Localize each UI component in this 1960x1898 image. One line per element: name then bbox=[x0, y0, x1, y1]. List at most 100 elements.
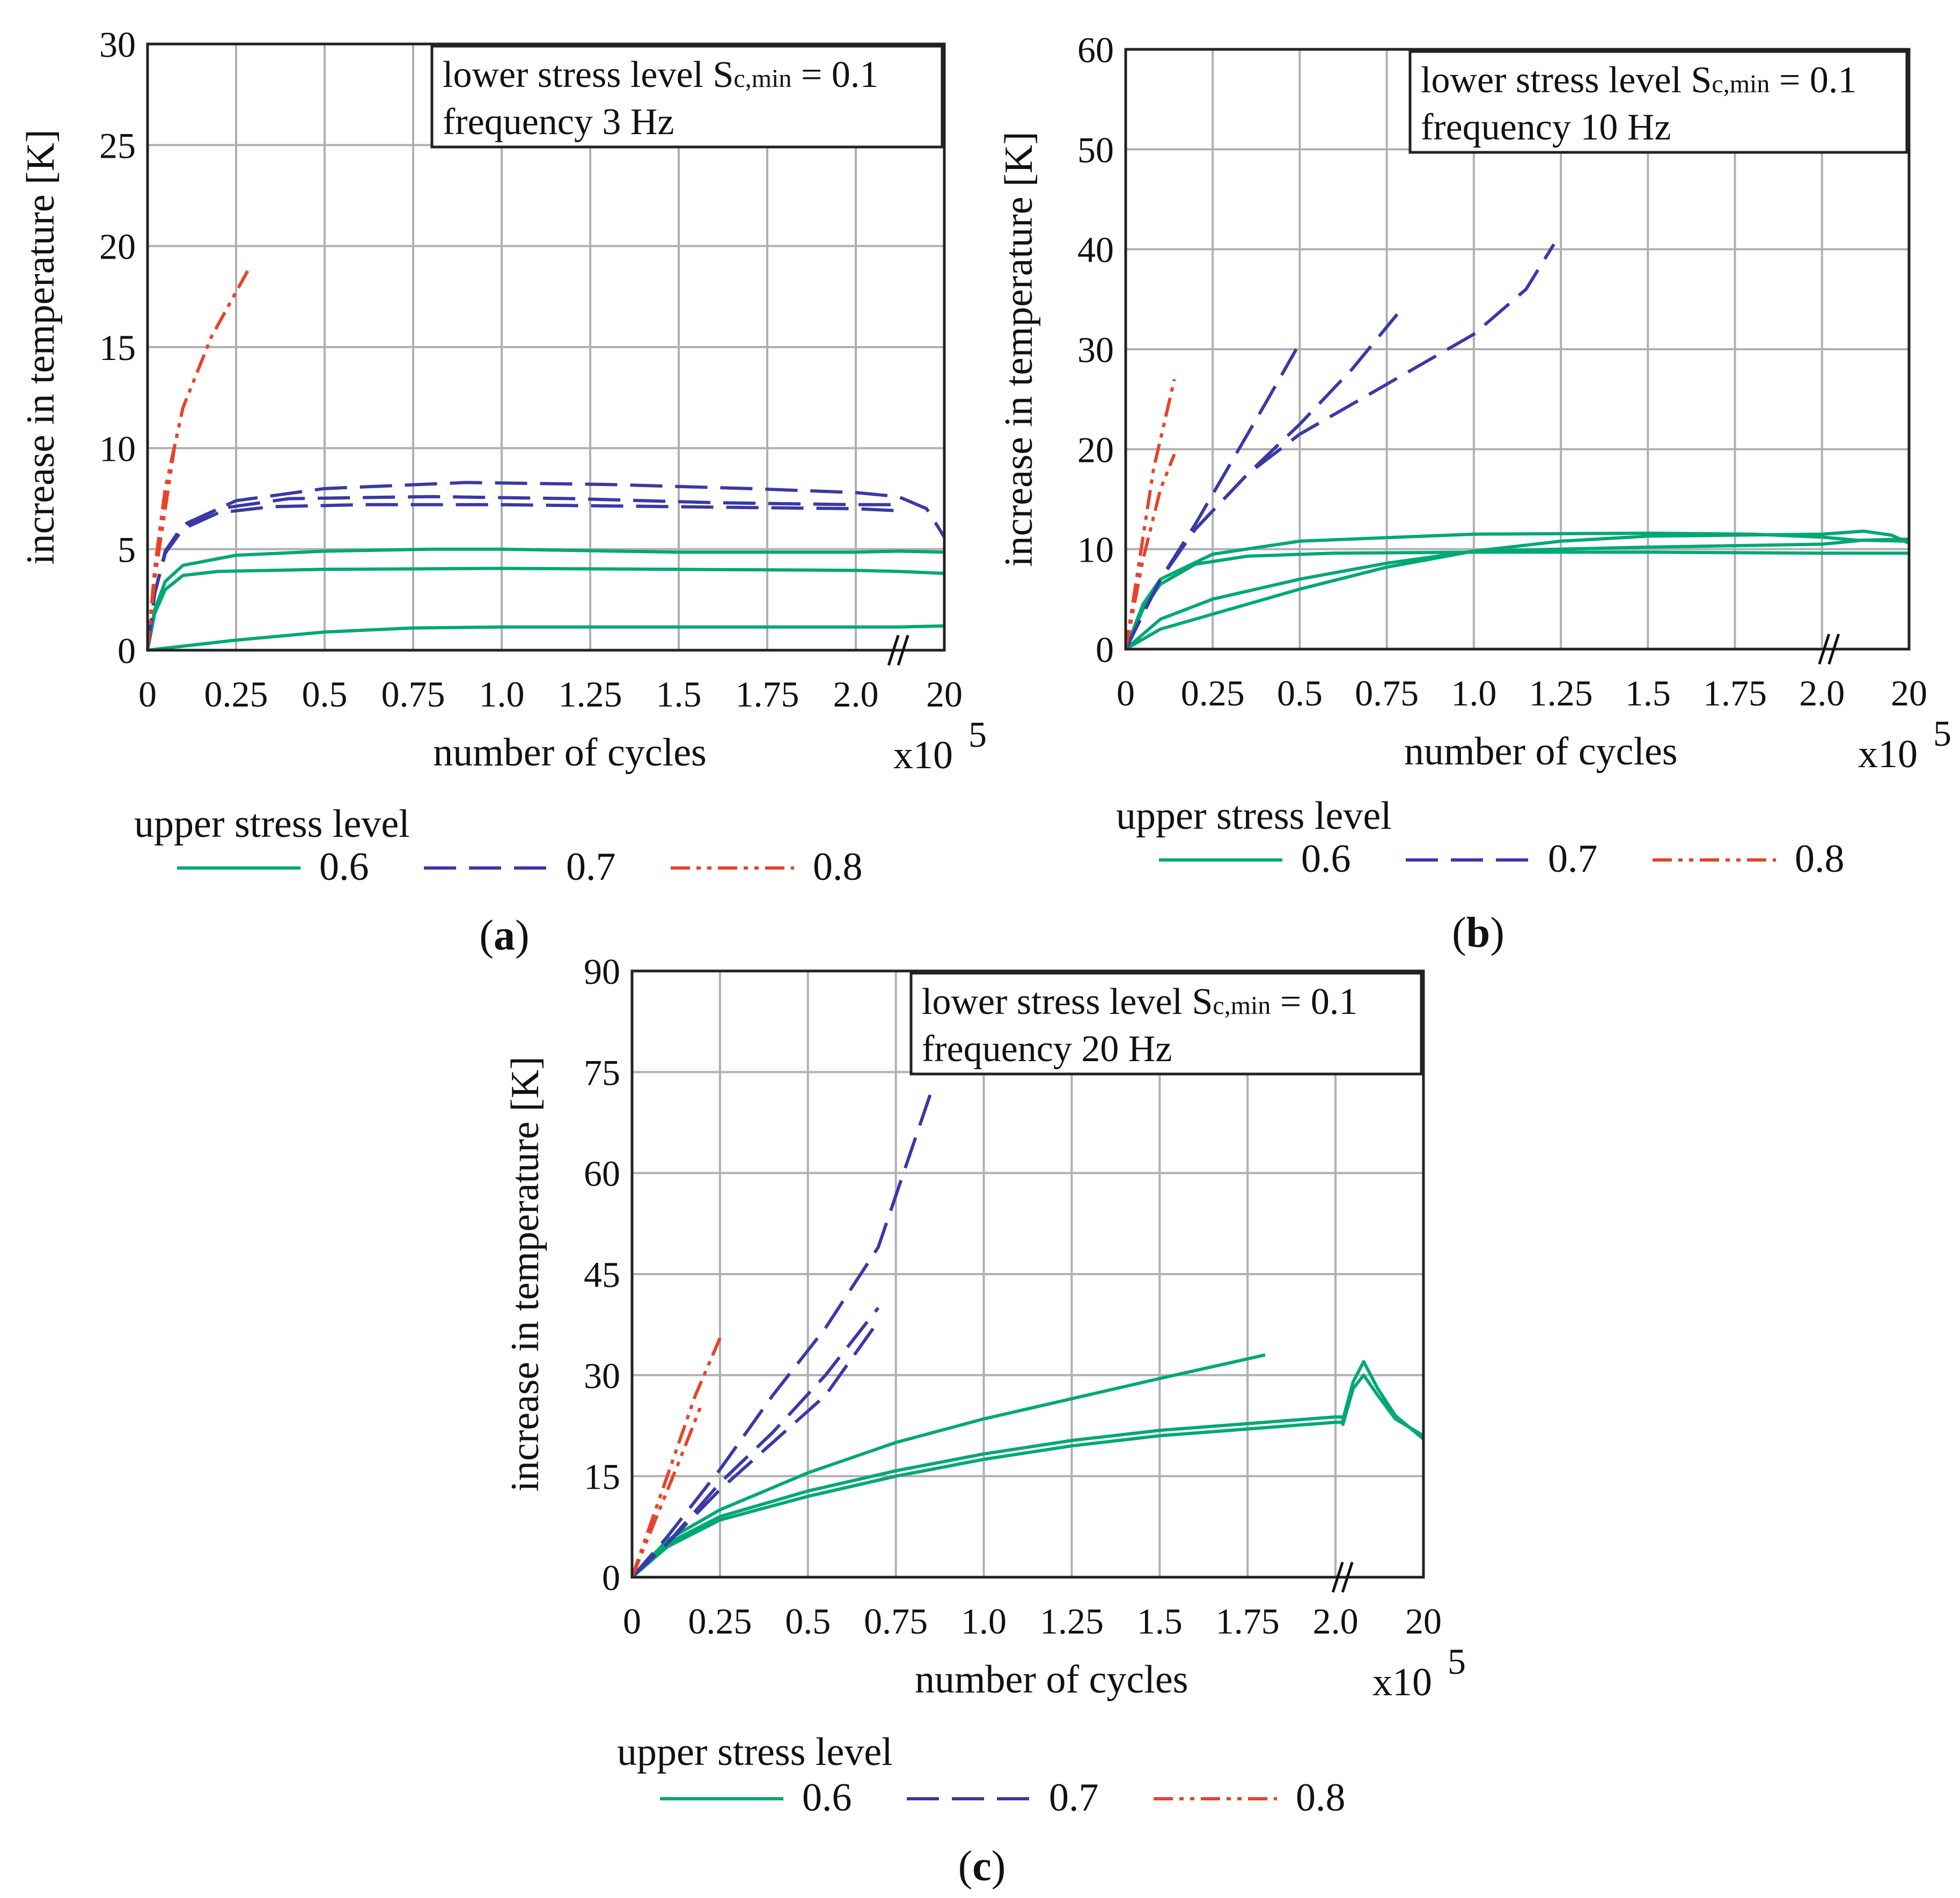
y-tick-label: 20 bbox=[99, 226, 136, 267]
y-tick-label: 30 bbox=[584, 1355, 620, 1396]
y-tick-label: 0 bbox=[118, 630, 136, 671]
plot-frame bbox=[1124, 48, 1911, 651]
legend-label: 0.7 bbox=[1548, 837, 1598, 881]
series-line-0-6 bbox=[630, 1415, 1343, 1579]
info-line-stress: lower stress level Sc,min = 0.1 bbox=[922, 981, 1357, 1022]
series-line-0-7 bbox=[1124, 243, 1555, 650]
series-line-0-6 bbox=[1341, 1373, 1425, 1437]
x-axis-label: number of cycles bbox=[433, 731, 707, 775]
legend: 0.6 0.7 0.8 bbox=[177, 845, 863, 889]
legend-label: 0.8 bbox=[813, 845, 863, 889]
x-tick-label: 0.25 bbox=[688, 1601, 752, 1642]
y-tick-label: 30 bbox=[99, 24, 136, 65]
x-tick-label: 2.0 bbox=[1799, 673, 1845, 713]
x-tick-label: 20 bbox=[1891, 673, 1927, 713]
y-tick-label: 75 bbox=[584, 1052, 620, 1093]
x-tick-label: 2.0 bbox=[833, 674, 879, 715]
y-axis-label: increase in temperature [K] bbox=[997, 131, 1041, 567]
x-axis-multiplier: x10 bbox=[893, 733, 953, 777]
series-line-0-7 bbox=[146, 481, 946, 651]
info-stress-subscript: c,min bbox=[1712, 70, 1770, 98]
info-stress-suffix: = 0.1 bbox=[1770, 60, 1856, 101]
series-line-0-7 bbox=[146, 503, 899, 651]
x-tick-label: 1.0 bbox=[479, 674, 525, 715]
x-tick-label: 0.25 bbox=[204, 674, 268, 715]
x-tick-label: 1.5 bbox=[1625, 673, 1671, 713]
y-tick-label: 15 bbox=[99, 327, 136, 368]
legend-title: upper stress level bbox=[1116, 794, 1392, 838]
legend-label: 0.6 bbox=[1301, 837, 1351, 881]
info-box bbox=[430, 45, 944, 149]
series-line-0-8 bbox=[1124, 379, 1176, 650]
x-axis-multiplier-exponent: 5 bbox=[1448, 1641, 1466, 1682]
panel-caption: (b) bbox=[1452, 909, 1504, 957]
series-line-0-6 bbox=[146, 567, 945, 651]
x-tick-label: 1.25 bbox=[1040, 1601, 1104, 1642]
info-stress-subscript: c,min bbox=[733, 64, 791, 93]
plot-frame bbox=[630, 969, 1425, 1579]
x-tick-label: 1.75 bbox=[1703, 673, 1767, 713]
y-tick-label: 90 bbox=[584, 951, 620, 992]
x-tick-label: 0.25 bbox=[1181, 673, 1245, 713]
y-tick-label: 5 bbox=[118, 529, 136, 570]
x-axis-multiplier-exponent: 5 bbox=[1933, 713, 1951, 754]
caption-paren-open: ( bbox=[479, 912, 494, 959]
caption-letter: c bbox=[972, 1843, 992, 1890]
series-line-0-6 bbox=[1341, 1360, 1425, 1440]
x-tick-label: 1.0 bbox=[1451, 673, 1496, 713]
y-tick-label: 60 bbox=[1077, 30, 1114, 70]
legend-label: 0.7 bbox=[566, 845, 616, 889]
series-line-0-6 bbox=[1125, 538, 1910, 651]
x-tick-label: 0.5 bbox=[785, 1601, 831, 1642]
legend-title: upper stress level bbox=[617, 1730, 893, 1774]
x-tick-label: 20 bbox=[926, 674, 963, 715]
x-tick-label: 0.5 bbox=[1277, 673, 1323, 713]
legend-label: 0.6 bbox=[319, 845, 369, 889]
x-tick-label: 1.5 bbox=[1137, 1601, 1183, 1642]
series-line-0-6 bbox=[630, 1353, 1266, 1579]
legend-label: 0.6 bbox=[802, 1776, 852, 1820]
x-axis-multiplier: x10 bbox=[1858, 732, 1918, 776]
y-tick-label: 30 bbox=[1077, 329, 1114, 370]
series-line-0-8 bbox=[146, 438, 178, 651]
info-line-frequency: frequency 10 Hz bbox=[1421, 107, 1671, 148]
legend: 0.6 0.7 0.8 bbox=[1159, 837, 1845, 881]
y-tick-label: 25 bbox=[99, 125, 136, 166]
info-stress-suffix: = 0.1 bbox=[791, 54, 878, 95]
x-axis-multiplier-exponent: 5 bbox=[968, 714, 987, 755]
caption-paren-close: ) bbox=[992, 1843, 1006, 1890]
x-tick-label: 2.0 bbox=[1313, 1601, 1359, 1642]
info-stress-suffix: = 0.1 bbox=[1271, 981, 1357, 1022]
x-axis-multiplier: x10 bbox=[1372, 1660, 1432, 1704]
x-tick-label: 0.75 bbox=[864, 1601, 928, 1642]
plot-frame bbox=[146, 42, 946, 652]
panel-caption: (a) bbox=[479, 912, 529, 959]
info-line-stress: lower stress level Sc,min = 0.1 bbox=[443, 54, 878, 95]
info-box bbox=[1408, 50, 1908, 154]
y-tick-label: 15 bbox=[584, 1456, 620, 1497]
legend-title: upper stress level bbox=[134, 802, 410, 846]
series-line-0-7 bbox=[1124, 348, 1298, 650]
x-tick-label: 0.5 bbox=[302, 674, 348, 715]
x-tick-label: 1.0 bbox=[961, 1601, 1007, 1642]
info-line-frequency: frequency 20 Hz bbox=[922, 1028, 1172, 1070]
caption-paren-close: ) bbox=[1490, 909, 1504, 957]
y-axis-label: increase in temperature [K] bbox=[503, 1056, 547, 1492]
legend: 0.6 0.7 0.8 bbox=[660, 1776, 1346, 1820]
x-tick-label: 0.75 bbox=[381, 674, 445, 715]
series-line-0-7 bbox=[630, 1306, 880, 1579]
x-tick-label: 0 bbox=[623, 1601, 641, 1642]
series-line-0-8 bbox=[630, 1401, 704, 1578]
y-tick-label: 10 bbox=[99, 428, 136, 469]
info-stress-prefix: lower stress level S bbox=[443, 54, 733, 95]
series-line-0-6 bbox=[146, 547, 945, 651]
y-tick-label: 50 bbox=[1077, 129, 1114, 170]
y-tick-label: 0 bbox=[602, 1557, 620, 1598]
caption-letter: a bbox=[494, 912, 515, 959]
info-line-stress: lower stress level Sc,min = 0.1 bbox=[1421, 60, 1856, 101]
y-axis-label: increase in temperature [K] bbox=[19, 129, 63, 565]
